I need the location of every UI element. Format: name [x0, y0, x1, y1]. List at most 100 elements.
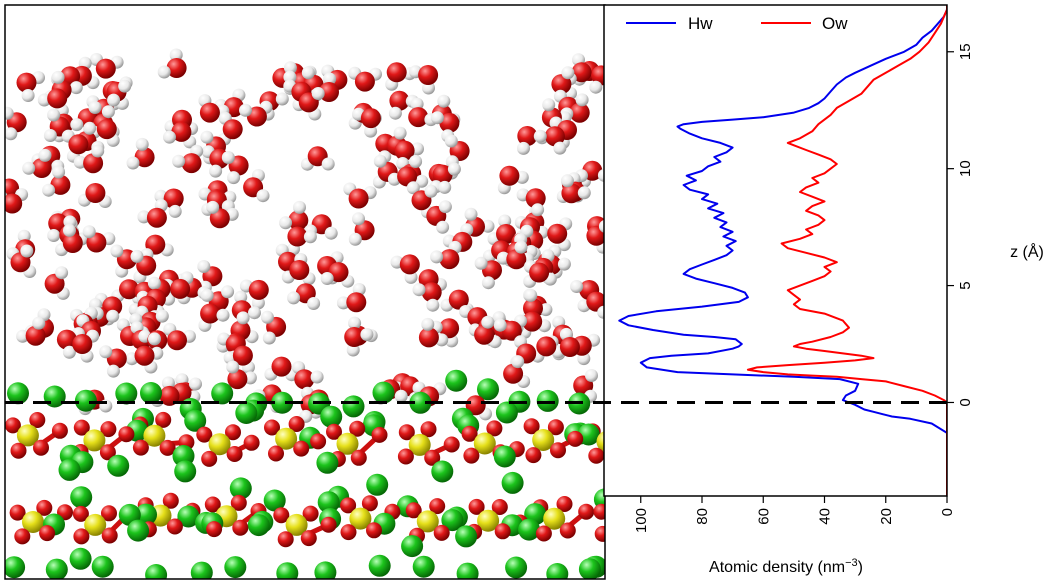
plot-frame	[603, 4, 948, 497]
atom-hydrogen	[168, 204, 182, 218]
atom-hydrogen	[47, 229, 61, 242]
atom-hydrogen	[426, 298, 440, 312]
atom-hydrogen	[301, 66, 315, 80]
atom-hydrogen	[47, 108, 61, 122]
atom-hydrogen	[348, 232, 362, 246]
atom-hydrogen	[197, 260, 211, 273]
atom-hydrogen	[557, 257, 571, 271]
atom-oxygen	[226, 446, 243, 462]
bond	[616, 508, 627, 522]
atom-oxygen	[525, 188, 546, 209]
atom-chlorine	[140, 382, 162, 404]
atom-oxygen	[465, 395, 486, 416]
atom-oxygen	[448, 289, 469, 310]
atom-chlorine	[501, 471, 524, 494]
atom-oxygen	[243, 434, 260, 451]
x-tick-label-20: 20	[878, 508, 895, 525]
atom-oxygen	[159, 385, 180, 406]
atom-chlorine	[477, 378, 499, 401]
atom-oxygen	[319, 82, 339, 102]
atom-hydrogen	[531, 203, 545, 217]
atom-oxygen	[155, 411, 172, 428]
atom-hydrogen	[147, 276, 161, 290]
atom-oxygen	[503, 363, 524, 384]
atom-oxygen	[326, 423, 342, 440]
atom-sulfur	[84, 513, 107, 536]
atom-oxygen	[289, 260, 310, 280]
atom-oxygen	[132, 439, 149, 456]
atom-oxygen	[344, 327, 365, 347]
series-line-ow	[746, 5, 947, 496]
atom-oxygen	[264, 419, 280, 436]
atom-oxygen	[85, 183, 106, 203]
x-tick-label-80: 80	[694, 508, 711, 525]
atom-hydrogen	[570, 280, 584, 293]
atom-oxygen	[268, 445, 284, 462]
atom-oxygen	[118, 426, 135, 443]
atom-oxygen	[433, 524, 450, 541]
atom-oxygen	[246, 106, 267, 127]
atom-hydrogen	[169, 48, 183, 62]
atom-chlorine	[320, 405, 343, 428]
atom-oxygen	[418, 65, 439, 85]
atom-hydrogen	[148, 332, 161, 346]
molecular-atoms	[5, 48, 605, 579]
atom-oxygen	[350, 449, 367, 466]
atom-chlorine	[409, 391, 432, 414]
atom-sulfur	[336, 432, 359, 455]
atom-hydrogen	[388, 106, 402, 120]
atom-hydrogen	[135, 137, 149, 151]
atom-oxygen	[96, 119, 117, 140]
atom-chlorine	[115, 382, 138, 405]
atom-oxygen	[288, 416, 305, 432]
atom-chlorine	[247, 514, 270, 537]
atom-oxygen	[523, 418, 540, 435]
atom-oxygen	[463, 447, 480, 464]
legend: Hw Ow	[626, 14, 848, 33]
atom-oxygen	[134, 345, 155, 366]
atom-chlorine	[456, 562, 479, 579]
atom-oxygen	[408, 107, 429, 128]
atom-oxygen	[162, 492, 179, 509]
atom-hydrogen	[348, 316, 362, 330]
atom-sulfur	[208, 433, 231, 456]
atom-oxygen	[586, 225, 605, 246]
atom-oxygen	[206, 521, 223, 538]
atom-hydrogen	[430, 250, 444, 264]
atom-oxygen	[499, 165, 520, 186]
atom-chlorine	[495, 401, 518, 424]
x-axis: 0 20 40 60 80 100	[633, 496, 956, 533]
atom-sulfur	[285, 513, 308, 536]
x-tick-label-100: 100	[633, 508, 650, 533]
atom-hydrogen	[227, 171, 241, 185]
atom-sulfur	[349, 507, 372, 530]
atom-oxygen	[506, 249, 527, 270]
atom-hydrogen	[293, 200, 306, 214]
atom-oxygen	[586, 291, 605, 312]
atom-hydrogen	[206, 200, 220, 214]
atom-hydrogen	[63, 223, 76, 237]
atom-hydrogen	[239, 103, 252, 117]
atom-hydrogen	[447, 162, 461, 176]
atom-hydrogen	[275, 92, 289, 106]
atom-hydrogen	[262, 331, 276, 345]
atom-oxygen	[405, 502, 422, 519]
atom-hydrogen	[287, 291, 301, 305]
atom-chlorine	[536, 389, 559, 412]
atom-hydrogen	[577, 186, 591, 200]
atom-hydrogen	[464, 207, 478, 221]
atom-sulfur	[532, 429, 555, 451]
atom-oxygen	[439, 249, 460, 270]
atom-hydrogen	[585, 369, 598, 382]
atom-oxygen	[232, 345, 253, 366]
atom-hydrogen	[517, 141, 530, 155]
atom-hydrogen	[493, 318, 507, 332]
atom-oxygen	[340, 524, 357, 541]
atom-hydrogen	[360, 328, 374, 341]
atom-oxygen	[99, 444, 116, 461]
y-tick-label-5: 5	[957, 281, 974, 289]
atom-chlorine	[263, 489, 286, 512]
atom-hydrogen	[16, 329, 30, 343]
atom-hydrogen	[444, 134, 458, 148]
